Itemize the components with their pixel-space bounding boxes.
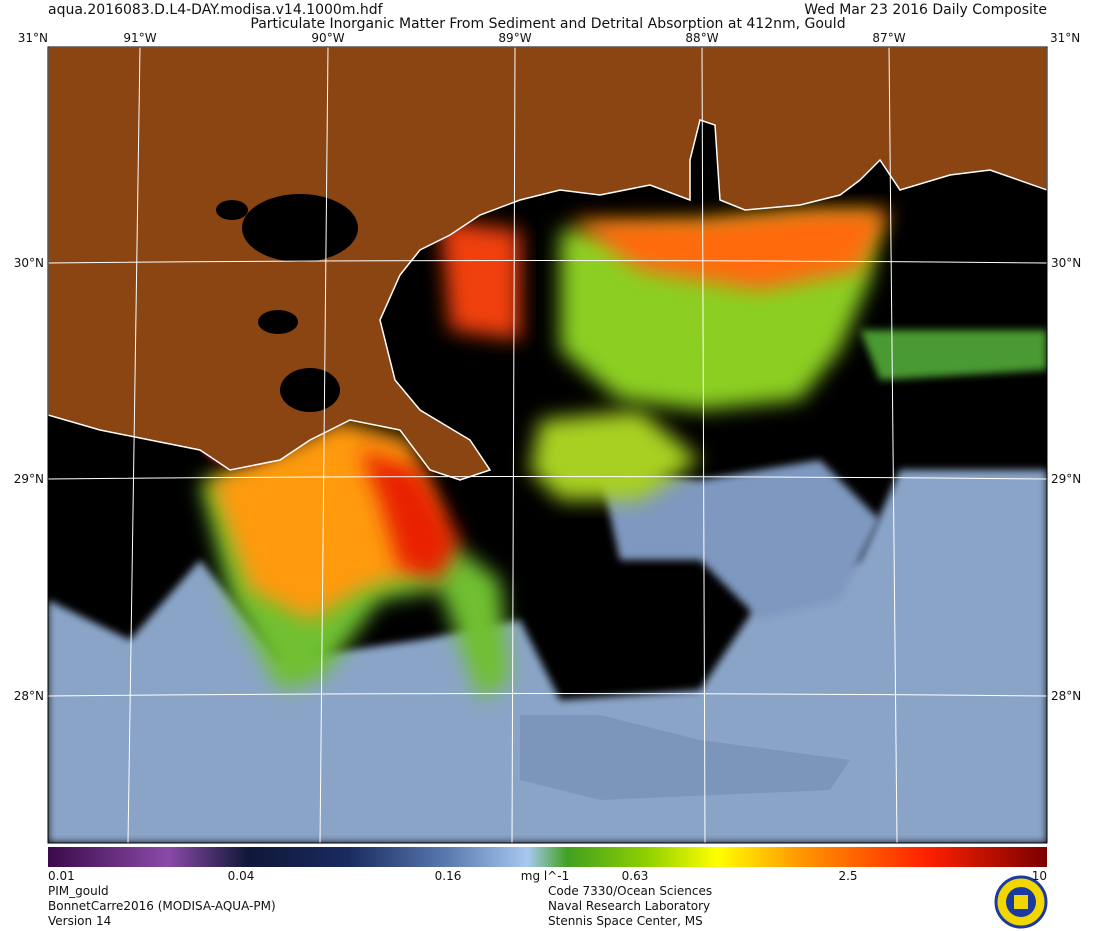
lat-label: 28°N	[1051, 689, 1081, 703]
lake	[242, 194, 358, 262]
footer-text: BonnetCarre2016 (MODISA-AQUA-PM)	[48, 899, 276, 913]
plume-red	[440, 220, 520, 340]
colorbar	[48, 847, 1047, 867]
corner-label: 31°N	[18, 31, 48, 45]
lon-label: 90°W	[311, 31, 344, 45]
lat-label: 29°N	[14, 472, 44, 486]
footer-text: Stennis Space Center, MS	[548, 914, 703, 928]
map-frame	[47, 46, 1048, 844]
footer-text: PIM_gould	[48, 884, 109, 898]
colorbar-label: 0.04	[228, 869, 255, 883]
lake	[258, 310, 298, 334]
lat-label: 30°N	[14, 256, 44, 270]
colorbar-label: 2.5	[838, 869, 857, 883]
footer-text: Version 14	[48, 914, 111, 928]
colorbar-label: 0.63	[622, 869, 649, 883]
lat-label: 30°N	[1051, 256, 1081, 270]
colorbar-units: mg l^-1	[521, 869, 569, 883]
lon-label: 87°W	[872, 31, 905, 45]
graticule	[48, 47, 1047, 843]
lake	[280, 368, 340, 412]
offshore-water	[48, 470, 1047, 843]
lon-label: 89°W	[498, 31, 531, 45]
footer-text: Code 7330/Ocean Sciences	[548, 884, 712, 898]
plume-green	[860, 330, 1047, 380]
footer-text: Naval Research Laboratory	[548, 899, 710, 913]
plume-orange	[570, 210, 890, 290]
lat-label: 28°N	[14, 689, 44, 703]
swath-band	[520, 715, 850, 800]
logo	[994, 875, 1048, 929]
colorbar-label: 0.01	[48, 869, 75, 883]
plume-green	[530, 410, 700, 500]
colorbar-label: 0.16	[435, 869, 462, 883]
lon-label: 91°W	[123, 31, 156, 45]
corner-label: 31°N	[1050, 31, 1080, 45]
colorbar-label: 10	[1032, 869, 1047, 883]
map-area	[48, 47, 1047, 843]
plume-red	[360, 450, 460, 580]
lake	[216, 200, 248, 220]
offshore-water	[600, 460, 880, 620]
file-name: aqua.2016083.D.L4-DAY.modisa.v14.1000m.h…	[48, 2, 384, 18]
map-title: Particulate Inorganic Matter From Sedime…	[250, 16, 845, 32]
lon-label: 88°W	[685, 31, 718, 45]
date-label: Wed Mar 23 2016 Daily Composite	[804, 2, 1047, 18]
lat-label: 29°N	[1051, 472, 1081, 486]
